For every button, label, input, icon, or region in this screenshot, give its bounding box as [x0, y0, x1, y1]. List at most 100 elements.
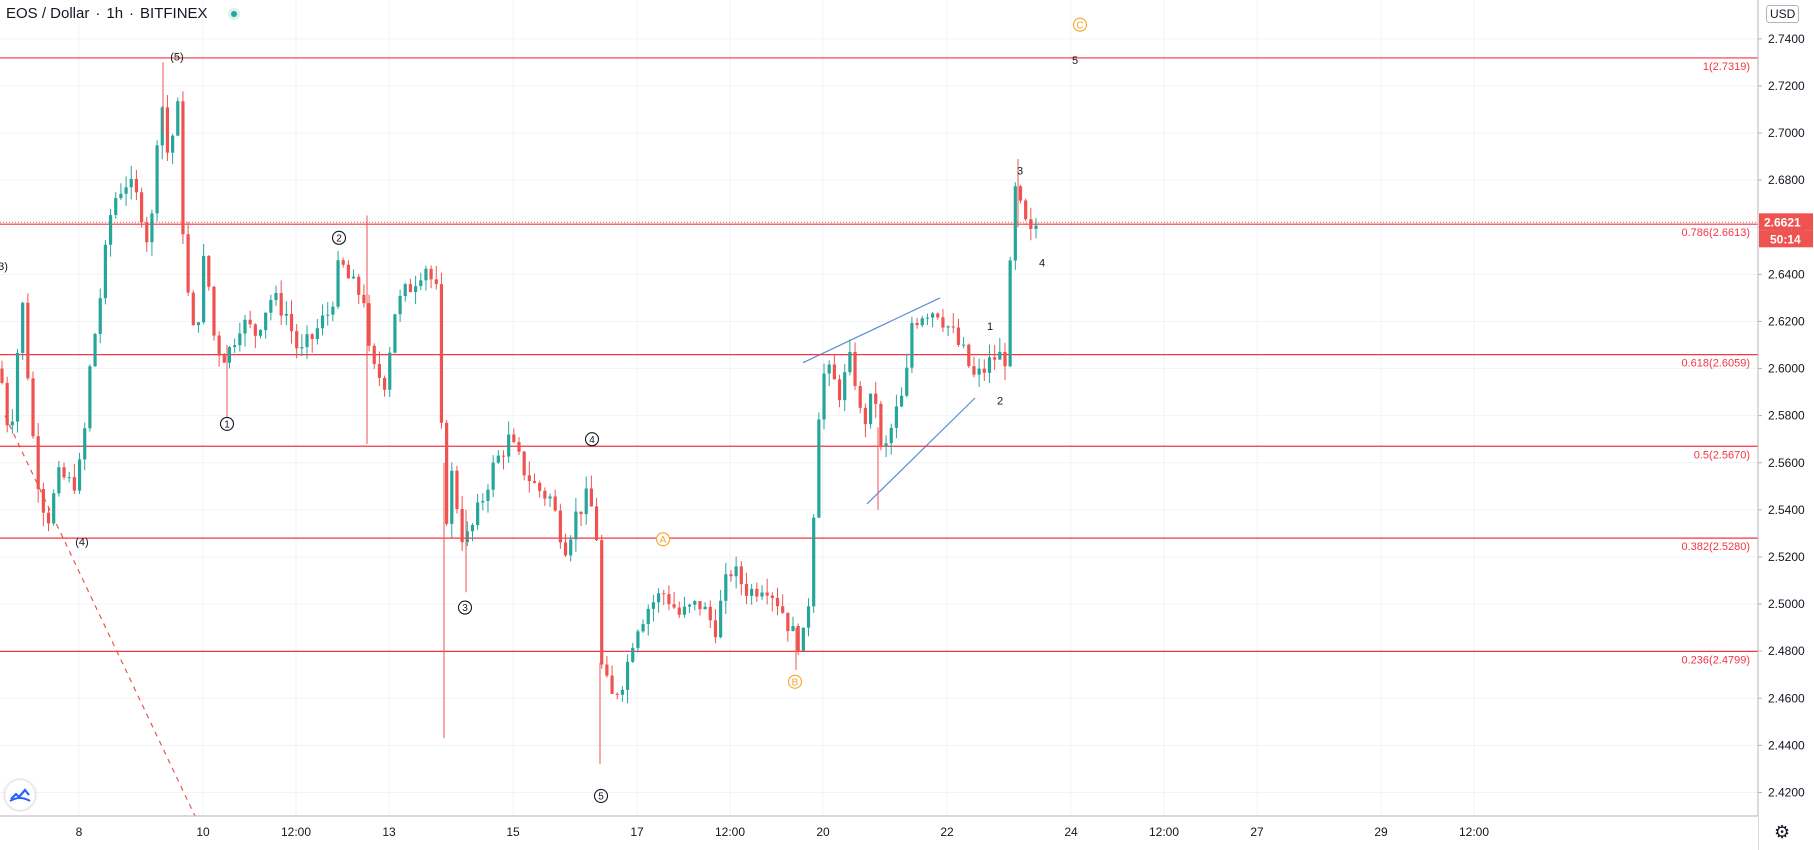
settings-gear-icon[interactable]: ⚙ [1774, 822, 1791, 842]
candle-body [941, 317, 945, 328]
candle-body [910, 322, 914, 368]
y-tick-label: 2.6800 [1768, 173, 1805, 187]
candle-body [336, 260, 340, 307]
x-tick-label: 29 [1374, 825, 1388, 839]
candle-body [884, 443, 888, 446]
candle-body [610, 675, 614, 694]
wave-label: 4 [1039, 258, 1045, 270]
wave-label: 3 [1017, 166, 1023, 178]
candle-body [868, 393, 873, 425]
candle-body [274, 293, 278, 300]
candle-body [781, 606, 785, 613]
candle-body [584, 488, 588, 515]
candle-body [496, 455, 500, 463]
candle-body [538, 482, 542, 491]
candle-body [486, 489, 490, 501]
candle-body [1013, 186, 1017, 261]
candle-body [998, 351, 1002, 360]
candle-body [470, 525, 475, 532]
candle-body [827, 364, 831, 374]
candle-body [367, 303, 371, 346]
candle-body [801, 627, 805, 651]
candle-body [667, 594, 671, 605]
candle-body [563, 542, 568, 556]
candle-body [662, 593, 666, 595]
interval-label[interactable]: 1h [106, 5, 124, 22]
candle-body [248, 319, 252, 325]
candle-body [455, 470, 459, 510]
candle-body [755, 588, 759, 597]
y-tick-label: 2.7400 [1768, 32, 1805, 46]
wave-label: 2 [997, 395, 1003, 407]
candle-body [863, 407, 867, 425]
chart-header: EOS / Dollar · 1h · BITFINEX [6, 5, 240, 22]
last-price-label: 2.6621 [1764, 215, 1801, 229]
wave-label-circle [787, 674, 803, 689]
candle-body [543, 490, 547, 499]
candle-body [191, 292, 195, 326]
candle-body [796, 626, 800, 651]
candle-body [77, 459, 82, 491]
wedge-trendline [866, 397, 976, 505]
x-tick-label: 12:00 [1459, 825, 1489, 839]
candle-body [672, 604, 676, 608]
candle-body [832, 364, 836, 380]
countdown-label: 50:14 [1770, 232, 1801, 246]
candle-body [15, 352, 20, 422]
wave-label: A [660, 535, 667, 546]
candle-body [253, 324, 257, 336]
candle-body [770, 595, 774, 598]
candle-body [594, 506, 599, 541]
wave-label: 2 [336, 233, 342, 244]
wave-labels: (5) 3) (4) 1 2 3 4 5 A B C 5 3 4 1 2 [0, 17, 1088, 804]
candle-body [450, 470, 454, 524]
candle-body [119, 193, 123, 199]
wave-label: B [792, 677, 799, 688]
y-tick-label: 2.4800 [1768, 644, 1805, 658]
candle-body [357, 276, 361, 295]
currency-button[interactable]: USD [1766, 5, 1800, 23]
candle-body [320, 315, 325, 329]
wave-label-circle [457, 600, 473, 615]
time-axis[interactable]: 8 10 12:00 13 15 17 12:00 20 22 24 12:00 27 29 12:00 [0, 815, 1758, 850]
candle-body [222, 355, 226, 363]
candle-body [750, 588, 754, 596]
x-tick-label: 13 [382, 825, 396, 839]
candle-body [217, 335, 221, 356]
candle-body [1029, 219, 1033, 229]
candle-body [894, 406, 899, 428]
candle-body [858, 385, 862, 408]
candle-body [641, 624, 645, 632]
candle-body [946, 326, 950, 328]
candle-body [171, 135, 175, 153]
candle-body [951, 326, 955, 328]
candle-body [874, 393, 878, 404]
wave-label: 4 [589, 435, 595, 446]
fib-levels: 1(2.7319) 0.786(2.6613) 0.618(2.6059) 0.5(2… [0, 57, 1758, 666]
tradingview-logo-icon[interactable] [5, 780, 35, 810]
candle-body [786, 612, 790, 632]
candle-body [403, 284, 407, 296]
candle-body [765, 592, 769, 596]
candle-body [987, 357, 992, 373]
candle-body [393, 314, 397, 353]
candle-body [295, 331, 299, 349]
last-price-badge [1759, 213, 1813, 231]
symbol-name[interactable]: EOS / Dollar [6, 5, 90, 22]
candle-body [600, 540, 604, 665]
y-tick-label: 2.5800 [1768, 409, 1805, 423]
time-axis-bg [0, 816, 1758, 850]
candle-body [238, 333, 242, 346]
candle-body [346, 264, 350, 279]
candle-body [806, 606, 811, 628]
candle-body [920, 318, 924, 326]
candle-body [936, 313, 940, 318]
candle-body [631, 647, 635, 662]
candle-body [103, 244, 107, 299]
price-axis[interactable]: 2.4200 2.4400 2.4600 2.4800 2.5000 2.5200 2.54… [1757, 0, 1814, 850]
candle-body [72, 477, 76, 491]
candlesticks [0, 62, 1038, 765]
candle-body [150, 213, 154, 243]
exchange-label: BITFINEX [140, 5, 208, 22]
